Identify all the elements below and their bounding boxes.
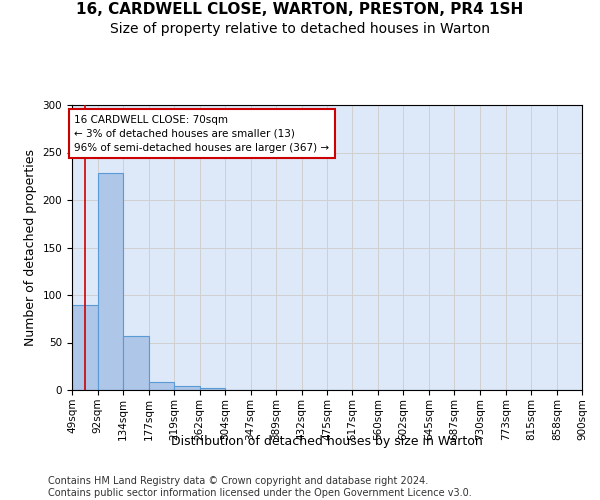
Text: 16 CARDWELL CLOSE: 70sqm
← 3% of detached houses are smaller (13)
96% of semi-de: 16 CARDWELL CLOSE: 70sqm ← 3% of detache… — [74, 114, 329, 152]
Text: 16, CARDWELL CLOSE, WARTON, PRESTON, PR4 1SH: 16, CARDWELL CLOSE, WARTON, PRESTON, PR4… — [76, 2, 524, 18]
Bar — [174, 386, 200, 390]
Text: Distribution of detached houses by size in Warton: Distribution of detached houses by size … — [171, 435, 483, 448]
Text: Size of property relative to detached houses in Warton: Size of property relative to detached ho… — [110, 22, 490, 36]
Bar — [72, 304, 98, 390]
Y-axis label: Number of detached properties: Number of detached properties — [24, 149, 37, 346]
Bar — [98, 174, 123, 390]
Bar — [149, 382, 174, 390]
Text: Contains HM Land Registry data © Crown copyright and database right 2024.
Contai: Contains HM Land Registry data © Crown c… — [48, 476, 472, 498]
Bar — [123, 336, 149, 390]
Bar — [200, 388, 225, 390]
